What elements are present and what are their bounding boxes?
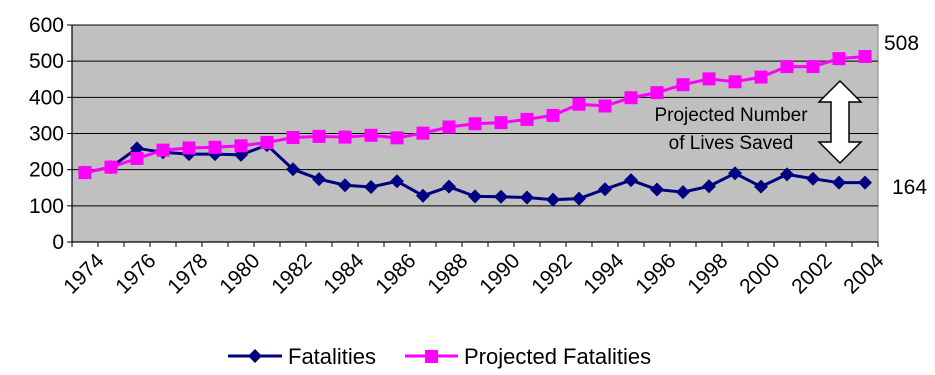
arrow-label-line2: of Lives Saved xyxy=(669,133,794,154)
data-point xyxy=(494,116,508,130)
data-point xyxy=(728,166,742,181)
y-tick-label: 600 xyxy=(29,14,64,37)
data-point xyxy=(494,189,508,204)
x-tick-label: 1986 xyxy=(371,249,420,298)
annotations: Projected Number of Lives Saved 508 164 xyxy=(654,32,927,199)
data-point xyxy=(208,140,222,154)
data-point xyxy=(832,175,846,190)
x-tick-label: 1990 xyxy=(475,249,524,298)
data-point xyxy=(546,192,560,207)
legend-marker-projected xyxy=(425,350,438,363)
x-tick-label: 2002 xyxy=(787,249,836,298)
data-point xyxy=(156,143,170,157)
legend-marker-fatalities xyxy=(248,349,262,363)
data-point xyxy=(468,189,482,204)
x-tick-label: 1992 xyxy=(527,249,576,298)
data-point xyxy=(130,151,144,165)
data-point xyxy=(364,180,378,195)
grid-lines xyxy=(72,24,878,207)
x-tick-label: 1974 xyxy=(59,249,109,299)
data-point xyxy=(416,188,430,203)
y-tick-label: 300 xyxy=(29,123,64,146)
data-point xyxy=(650,182,664,197)
x-tick-label: 1980 xyxy=(215,249,264,298)
data-point xyxy=(624,173,638,188)
y-tick-label: 500 xyxy=(29,50,64,73)
data-point xyxy=(780,167,794,182)
data-point xyxy=(624,91,638,105)
data-point xyxy=(234,139,248,153)
data-point xyxy=(364,128,378,142)
data-point xyxy=(260,136,274,150)
x-tick-label: 1976 xyxy=(111,249,160,298)
data-point xyxy=(78,166,92,180)
data-point xyxy=(572,97,586,111)
data-point xyxy=(858,175,872,190)
legend-label-projected: Projected Fatalities xyxy=(464,344,651,369)
data-point xyxy=(416,126,430,140)
data-point xyxy=(676,78,690,92)
x-tick-label: 1984 xyxy=(319,249,369,299)
arrow-label-line1: Projected Number xyxy=(654,105,808,126)
x-tick-label: 1998 xyxy=(683,249,732,298)
y-tick-label: 0 xyxy=(52,231,64,254)
data-point xyxy=(468,117,482,131)
x-tick-label: 1988 xyxy=(423,249,472,298)
x-tick-label: 1994 xyxy=(579,249,629,299)
data-point xyxy=(312,172,326,187)
data-point xyxy=(702,179,716,194)
data-point xyxy=(442,179,456,194)
legend-label-fatalities: Fatalities xyxy=(288,344,376,369)
series-projected-fatalities xyxy=(78,49,872,180)
data-point xyxy=(520,112,534,126)
x-tick-label: 1982 xyxy=(267,249,316,298)
x-tick-label: 1978 xyxy=(163,249,212,298)
legend: Fatalities Projected Fatalities xyxy=(228,344,651,369)
data-point xyxy=(286,162,300,177)
data-point xyxy=(728,75,742,89)
data-point xyxy=(572,191,586,206)
data-point xyxy=(650,86,664,100)
y-tick-label: 100 xyxy=(29,195,64,218)
data-point xyxy=(104,160,118,174)
series-layer xyxy=(78,49,872,207)
data-point xyxy=(312,129,326,143)
data-point xyxy=(754,179,768,194)
data-point xyxy=(286,130,300,144)
data-point xyxy=(702,72,716,86)
data-point xyxy=(442,120,456,134)
data-point xyxy=(520,190,534,205)
data-point xyxy=(546,108,560,122)
data-point xyxy=(832,52,846,66)
data-point xyxy=(858,49,872,63)
double-arrow-icon xyxy=(817,79,863,165)
data-point xyxy=(806,171,820,186)
x-tick-label: 1996 xyxy=(631,249,680,298)
data-point xyxy=(338,178,352,193)
data-point xyxy=(676,185,690,200)
end-label-fatalities: 164 xyxy=(892,176,927,199)
y-tick-label: 200 xyxy=(29,159,64,182)
end-label-projected: 508 xyxy=(884,32,919,55)
data-point xyxy=(338,130,352,144)
data-point xyxy=(754,70,768,84)
x-tick-label: 2004 xyxy=(839,249,889,299)
data-point xyxy=(182,141,196,155)
data-point xyxy=(390,174,404,189)
data-point xyxy=(130,141,144,156)
x-tick-label: 2000 xyxy=(735,249,784,298)
y-tick-label: 400 xyxy=(29,86,64,109)
data-point xyxy=(806,60,820,74)
data-point xyxy=(780,60,794,74)
data-point xyxy=(598,99,612,113)
data-point xyxy=(390,131,404,145)
data-point xyxy=(598,182,612,197)
